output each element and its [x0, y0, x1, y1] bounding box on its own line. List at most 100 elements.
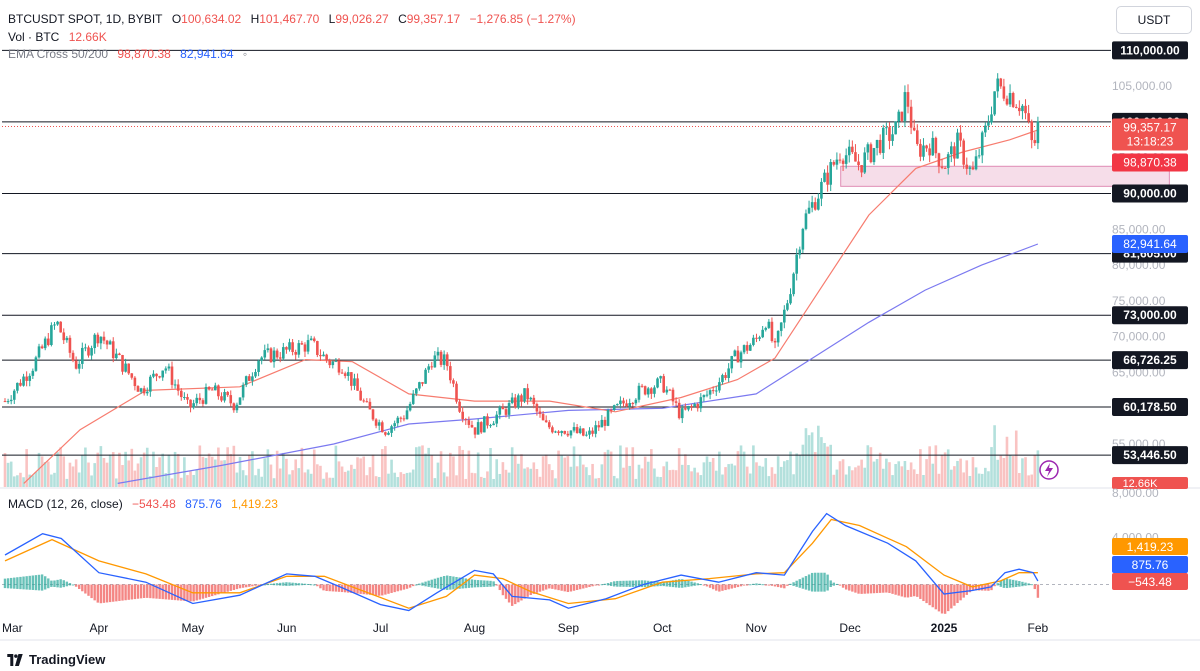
eye-icon[interactable]: ◦ [242, 47, 248, 61]
macd-histogram-bar [1005, 578, 1009, 589]
volume-bar [498, 473, 502, 487]
candle-body [278, 357, 282, 359]
candle-body [520, 395, 523, 402]
candle-body [340, 372, 344, 374]
macd-histogram-bar [124, 584, 127, 601]
candle-body [356, 378, 359, 391]
volume-bar [337, 461, 341, 487]
time-axis-tick: May [181, 621, 204, 635]
macd-histogram-bar [9, 577, 13, 589]
macd-histogram-bar [294, 582, 297, 586]
volume-bar [866, 445, 870, 487]
volume-bar [659, 477, 662, 487]
candle-body [980, 132, 984, 156]
volume-bar [538, 476, 542, 487]
candle-body [764, 327, 768, 330]
volume-bar [439, 451, 443, 487]
candle-body [16, 382, 19, 391]
volume-bar [566, 456, 570, 487]
candle-body [544, 420, 548, 423]
volume-bar [176, 453, 180, 487]
macd-histogram-bar [415, 584, 418, 586]
candle-body [526, 388, 529, 400]
volume-bar [235, 472, 239, 487]
candle-body [452, 380, 455, 384]
macd-histogram-bar [498, 584, 502, 591]
volume-bar [396, 477, 400, 487]
macd-histogram-bar [817, 572, 820, 592]
volume-bar [483, 477, 486, 487]
candle-body [1008, 93, 1012, 105]
macd-histogram-bar [520, 584, 523, 601]
macd-histogram-bar [857, 584, 860, 594]
candle-body [597, 425, 601, 428]
macd-histogram-bar [189, 584, 192, 602]
volume-bar [445, 476, 449, 487]
candle-body [238, 397, 242, 405]
volume-bar [637, 464, 641, 487]
macd-histogram-bar [16, 577, 19, 589]
candle-body [71, 352, 75, 361]
macd-histogram-bar [829, 580, 832, 588]
volume-bar [288, 474, 291, 487]
macd-histogram-bar [245, 584, 248, 588]
volume-bar [368, 467, 372, 487]
candle-body [439, 351, 443, 365]
macd-histogram-bar [878, 584, 882, 593]
candle-body [436, 351, 440, 356]
candle-body [656, 378, 659, 388]
volume-bar [674, 470, 678, 487]
volume-bar [325, 472, 328, 487]
volume-bar [711, 458, 715, 487]
candle-body [99, 336, 103, 344]
volume-bar [507, 472, 511, 487]
volume-bar [943, 452, 947, 487]
volume-bar [554, 478, 557, 487]
candle-body [789, 294, 792, 304]
volume-bar [513, 454, 517, 487]
macd-histogram-bar [820, 572, 823, 592]
volume-bar [309, 473, 313, 487]
volume-bar [810, 432, 814, 487]
candle-body [254, 371, 257, 377]
macd-histogram-bar [480, 580, 483, 588]
candle-body [699, 397, 703, 409]
candle-body [46, 338, 50, 345]
macd-histogram-bar [739, 584, 743, 587]
macd-histogram-bar [115, 584, 118, 602]
macd-histogram-bar [359, 584, 362, 594]
volume-bar [418, 446, 421, 487]
macd-histogram-bar [801, 577, 805, 589]
candle-body [288, 342, 291, 350]
candle-body [343, 373, 347, 376]
volume-bar [1005, 436, 1009, 487]
currency-button[interactable]: USDT [1116, 6, 1192, 34]
candle-body [909, 106, 913, 128]
macd-histogram-bar [28, 575, 31, 590]
volume-bar [161, 453, 165, 487]
macd-histogram-bar [981, 584, 984, 591]
volume-bar [807, 435, 811, 487]
candle-body [461, 411, 464, 420]
macd-histogram-bar [207, 584, 211, 597]
candle-body [566, 433, 570, 436]
volume-bar [755, 462, 758, 487]
macd-histogram-bar [575, 584, 579, 591]
macd-histogram-bar [108, 584, 112, 603]
macd-histogram-bar [501, 584, 505, 596]
candle-body [919, 143, 922, 157]
candle-body [167, 366, 171, 369]
macd-histogram-bar [755, 583, 758, 586]
macd-histogram-bar [965, 584, 968, 595]
volume-bar [823, 443, 826, 487]
candle-body [158, 376, 161, 378]
candle-body [124, 363, 127, 372]
volume-bar [906, 469, 910, 487]
volume-legend: Vol · BTC 12.66K [8, 30, 107, 44]
volume-bar [820, 437, 823, 487]
volume-bar [334, 445, 338, 487]
volume-bar [495, 459, 499, 487]
macd-histogram-bar [402, 584, 406, 590]
candle-body [316, 341, 319, 356]
